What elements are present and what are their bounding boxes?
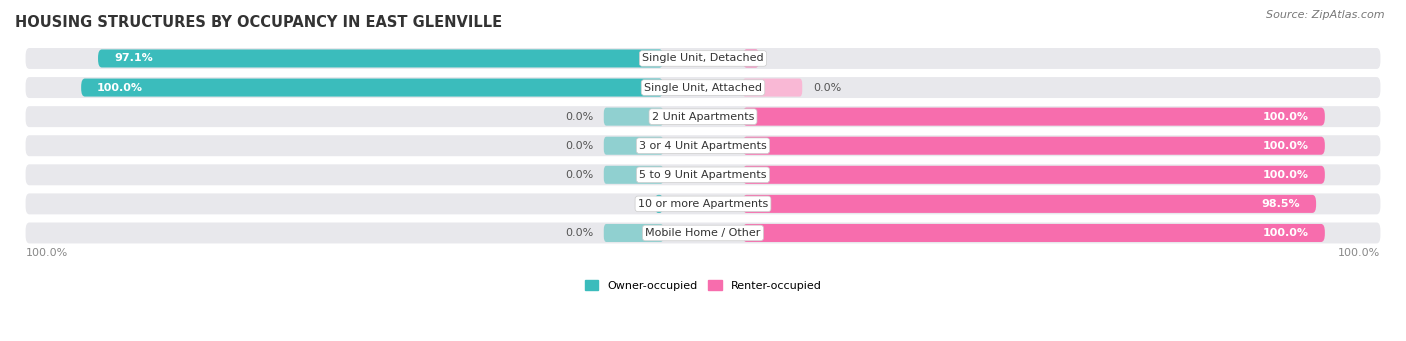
Text: 97.1%: 97.1% bbox=[114, 54, 153, 63]
FancyBboxPatch shape bbox=[25, 164, 1381, 185]
Text: 100.0%: 100.0% bbox=[1263, 112, 1309, 122]
FancyBboxPatch shape bbox=[25, 106, 1381, 127]
FancyBboxPatch shape bbox=[25, 222, 1381, 243]
Text: 100.0%: 100.0% bbox=[25, 248, 67, 258]
FancyBboxPatch shape bbox=[742, 108, 1324, 125]
Text: 0.0%: 0.0% bbox=[565, 141, 593, 151]
Text: 100.0%: 100.0% bbox=[1263, 170, 1309, 180]
FancyBboxPatch shape bbox=[742, 137, 1324, 155]
FancyBboxPatch shape bbox=[603, 224, 664, 242]
Text: 2.9%: 2.9% bbox=[713, 54, 744, 63]
Text: Single Unit, Attached: Single Unit, Attached bbox=[644, 83, 762, 92]
Text: 100.0%: 100.0% bbox=[1263, 228, 1309, 238]
Text: 10 or more Apartments: 10 or more Apartments bbox=[638, 199, 768, 209]
FancyBboxPatch shape bbox=[25, 77, 1381, 98]
FancyBboxPatch shape bbox=[655, 195, 664, 213]
FancyBboxPatch shape bbox=[25, 135, 1381, 156]
Text: 100.0%: 100.0% bbox=[97, 83, 143, 92]
Text: Source: ZipAtlas.com: Source: ZipAtlas.com bbox=[1267, 10, 1385, 20]
FancyBboxPatch shape bbox=[25, 48, 1381, 69]
Text: 0.0%: 0.0% bbox=[565, 112, 593, 122]
Text: 0.0%: 0.0% bbox=[565, 170, 593, 180]
FancyBboxPatch shape bbox=[25, 193, 1381, 214]
Text: HOUSING STRUCTURES BY OCCUPANCY IN EAST GLENVILLE: HOUSING STRUCTURES BY OCCUPANCY IN EAST … bbox=[15, 15, 502, 30]
Text: 0.0%: 0.0% bbox=[813, 83, 841, 92]
FancyBboxPatch shape bbox=[742, 49, 759, 68]
FancyBboxPatch shape bbox=[742, 224, 1324, 242]
Text: 98.5%: 98.5% bbox=[1261, 199, 1301, 209]
FancyBboxPatch shape bbox=[603, 137, 664, 155]
Text: 0.0%: 0.0% bbox=[565, 228, 593, 238]
FancyBboxPatch shape bbox=[603, 108, 664, 125]
Text: 100.0%: 100.0% bbox=[1263, 141, 1309, 151]
FancyBboxPatch shape bbox=[742, 166, 1324, 184]
FancyBboxPatch shape bbox=[82, 78, 664, 97]
Text: Mobile Home / Other: Mobile Home / Other bbox=[645, 228, 761, 238]
FancyBboxPatch shape bbox=[603, 166, 664, 184]
Legend: Owner-occupied, Renter-occupied: Owner-occupied, Renter-occupied bbox=[581, 276, 825, 295]
Text: 100.0%: 100.0% bbox=[1339, 248, 1381, 258]
Text: Single Unit, Detached: Single Unit, Detached bbox=[643, 54, 763, 63]
FancyBboxPatch shape bbox=[742, 78, 803, 97]
Text: 5 to 9 Unit Apartments: 5 to 9 Unit Apartments bbox=[640, 170, 766, 180]
Text: 3 or 4 Unit Apartments: 3 or 4 Unit Apartments bbox=[640, 141, 766, 151]
Text: 1.5%: 1.5% bbox=[671, 199, 702, 209]
FancyBboxPatch shape bbox=[742, 195, 1316, 213]
Text: 2 Unit Apartments: 2 Unit Apartments bbox=[652, 112, 754, 122]
FancyBboxPatch shape bbox=[98, 49, 664, 68]
